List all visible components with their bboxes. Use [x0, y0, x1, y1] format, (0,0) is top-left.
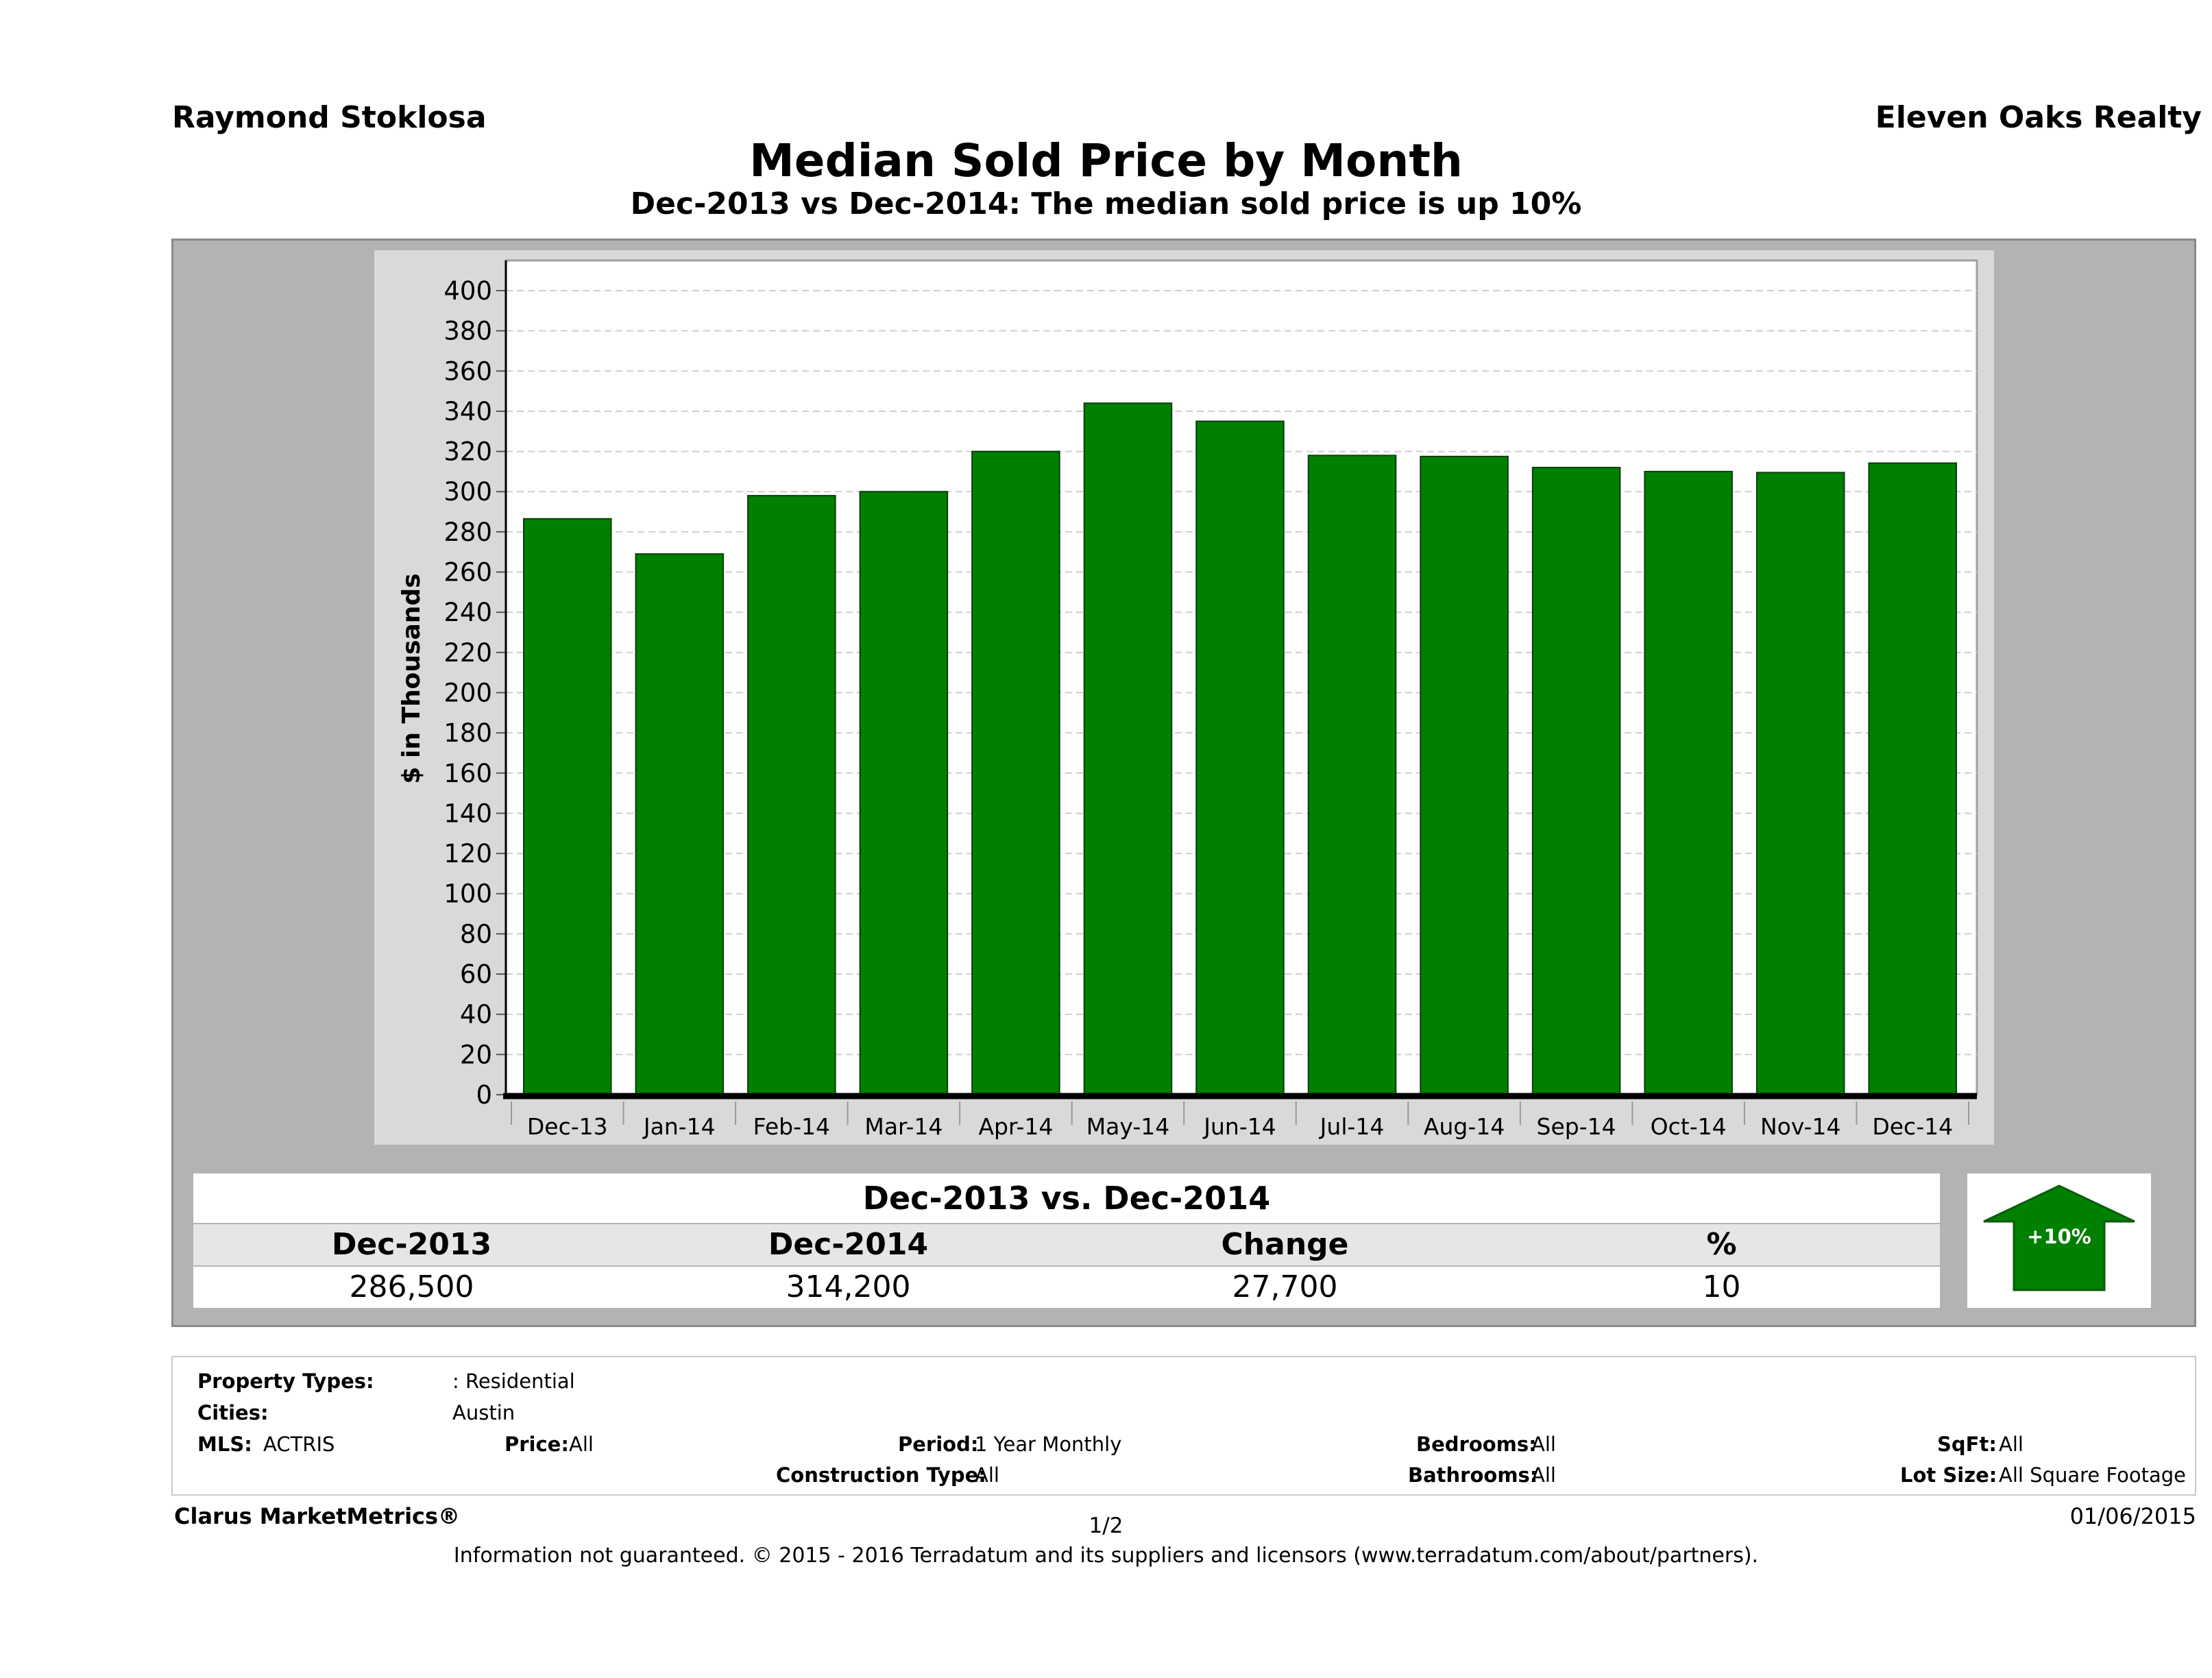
- period-label: Period:: [898, 1433, 979, 1456]
- x-tick-label: Jan-14: [642, 1113, 716, 1140]
- x-tick-label: Feb-14: [753, 1113, 830, 1140]
- x-tick-label: Jul-14: [1319, 1113, 1385, 1140]
- bar-chart: 0 20 40 60 80 100 120 140 160 180 200 220 240 260 280 3…: [398, 259, 1978, 1140]
- x-tick-label: Nov-14: [1760, 1113, 1840, 1140]
- chart-title: Median Sold Price by Month: [749, 134, 1463, 187]
- price-label: Price:: [505, 1433, 569, 1456]
- bar: [1195, 420, 1285, 1095]
- y-tick-label: 0: [476, 1080, 492, 1110]
- header-percent: %: [1706, 1227, 1737, 1262]
- x-tick-label: Aug-14: [1424, 1113, 1505, 1140]
- change-arrow-box: +10%: [1967, 1174, 2151, 1308]
- mls-value: ACTRIS: [263, 1433, 335, 1456]
- y-tick-label: 20: [460, 1040, 492, 1069]
- y-tick-label: 80: [460, 919, 492, 949]
- tick-labels: 0 20 40 60 80 100 120 140 160 180 200 220 240 260 280 3…: [398, 276, 1953, 1140]
- y-tick-label: 340: [443, 397, 492, 426]
- x-tick-label: Dec-13: [527, 1113, 608, 1140]
- disclaimer: Information not guaranteed. © 2015 - 201…: [453, 1544, 1759, 1568]
- property-types-label: Property Types:: [197, 1370, 374, 1393]
- y-tick-label: 220: [443, 638, 492, 668]
- y-tick-label: 40: [460, 1000, 492, 1030]
- bar: [1420, 455, 1509, 1095]
- y-tick-label: 360: [443, 356, 492, 386]
- bar: [1868, 462, 1958, 1095]
- bar: [635, 553, 725, 1095]
- lot-size-value: All Square Footage: [1999, 1463, 2187, 1487]
- x-tick-label: Sep-14: [1537, 1113, 1616, 1140]
- header-change: Change: [1221, 1227, 1349, 1262]
- footer-brand: Clarus MarketMetrics®: [174, 1503, 461, 1529]
- y-tick-label: 280: [443, 518, 492, 547]
- property-types-value: : Residential: [452, 1370, 575, 1393]
- value-percent: 10: [1702, 1269, 1741, 1304]
- chart-subtitle: Dec-2013 vs Dec-2014: The median sold pr…: [630, 186, 1582, 221]
- page-number: 1/2: [1089, 1513, 1123, 1538]
- header-dec-2013: Dec-2013: [331, 1227, 492, 1262]
- y-tick-label: 380: [443, 317, 492, 346]
- bar: [971, 450, 1060, 1095]
- comparison-header-row: Dec-2013 Dec-2014 Change %: [193, 1224, 1940, 1265]
- y-tick-label: 260: [443, 558, 492, 587]
- bar: [1083, 402, 1173, 1095]
- price-value: All: [569, 1433, 594, 1456]
- x-tick-label: May-14: [1086, 1113, 1170, 1140]
- x-tick-label: Mar-14: [864, 1113, 943, 1140]
- change-arrow-label: +10%: [2027, 1225, 2091, 1248]
- y-tick-label: 200: [443, 678, 492, 707]
- construction-type-label: Construction Type:: [776, 1463, 986, 1487]
- cities-value: Austin: [452, 1401, 515, 1424]
- bathrooms-value: All: [1531, 1463, 1556, 1487]
- agent-name: Raymond Stoklosa: [172, 100, 487, 135]
- value-dec-2014: 314,200: [786, 1269, 911, 1304]
- y-tick-label: 100: [443, 879, 492, 909]
- value-change: 27,700: [1232, 1269, 1338, 1304]
- bar: [747, 495, 836, 1095]
- bar: [1307, 454, 1397, 1095]
- construction-type-value: All: [975, 1463, 999, 1487]
- y-tick-label: 60: [460, 960, 492, 989]
- mls-label: MLS:: [197, 1433, 252, 1456]
- bathrooms-label: Bathrooms:: [1408, 1463, 1538, 1487]
- y-tick-label: 300: [443, 477, 492, 507]
- bar: [1644, 470, 1733, 1095]
- sqft-label: SqFt:: [1937, 1433, 1997, 1456]
- value-dec-2013: 286,500: [349, 1269, 474, 1304]
- report-date: 01/06/2015: [2069, 1503, 2196, 1529]
- x-tick-label: Apr-14: [978, 1113, 1053, 1140]
- sqft-value: All: [1999, 1433, 2023, 1456]
- y-tick-label: 120: [443, 839, 492, 868]
- period-value: 1 Year Monthly: [975, 1433, 1122, 1456]
- bar: [522, 518, 612, 1095]
- x-tick-label: Jun-14: [1202, 1113, 1276, 1140]
- x-tick-label: Oct-14: [1651, 1113, 1727, 1140]
- bars: [522, 402, 1958, 1095]
- comparison-value-row: 286,500 314,200 27,700 10: [193, 1267, 1940, 1308]
- x-tick-label: Dec-14: [1872, 1113, 1953, 1140]
- company-name: Eleven Oaks Realty: [1875, 100, 2202, 135]
- y-tick-label: 140: [443, 799, 492, 828]
- search-criteria: Property Types: : Residential Cities: Au…: [171, 1356, 2196, 1496]
- up-arrow-icon: +10%: [1983, 1184, 2135, 1291]
- y-tick-label: 240: [443, 598, 492, 627]
- y-tick-label: 160: [443, 759, 492, 788]
- y-tick-label: 320: [443, 437, 492, 467]
- lot-size-label: Lot Size:: [1900, 1463, 1997, 1487]
- y-tick-label: 180: [443, 718, 492, 748]
- bar: [1755, 472, 1845, 1095]
- y-axis-label: $ in Thousands: [398, 573, 426, 783]
- axes: [496, 260, 1977, 1125]
- cities-label: Cities:: [197, 1401, 269, 1424]
- bedrooms-label: Bedrooms:: [1416, 1433, 1537, 1456]
- bar: [859, 491, 949, 1095]
- header-dec-2014: Dec-2014: [768, 1227, 929, 1262]
- bar: [1531, 467, 1621, 1095]
- comparison-title: Dec-2013 vs. Dec-2014: [193, 1174, 1940, 1223]
- y-tick-label: 400: [443, 276, 492, 306]
- bedrooms-value: All: [1531, 1433, 1556, 1456]
